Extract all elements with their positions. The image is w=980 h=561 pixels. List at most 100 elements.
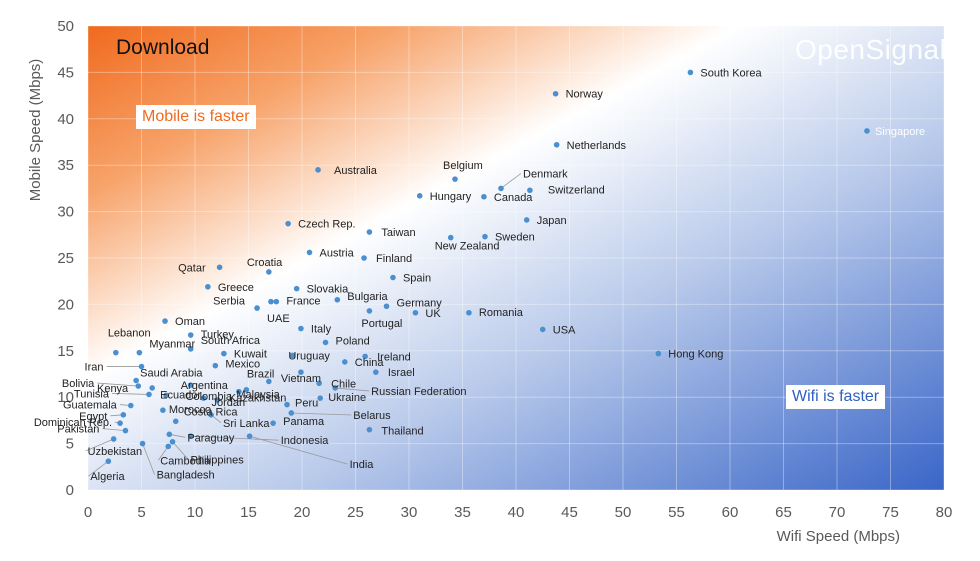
point-kenya	[149, 385, 155, 391]
label-italy: Italy	[311, 324, 332, 336]
x-axis-title: Wifi Speed (Mbps)	[777, 528, 900, 545]
leader-bangladesh	[142, 443, 155, 475]
point-cambodia	[165, 443, 172, 450]
leader-tunisia	[111, 393, 150, 395]
label-ecuador: Ecuador	[160, 389, 201, 401]
x-tick-label: 15	[240, 504, 257, 521]
label-new-zealand: New Zealand	[435, 241, 500, 253]
point-bulgaria	[334, 296, 341, 303]
leader-cambodia	[157, 446, 169, 461]
point-uae	[254, 305, 260, 311]
label-philippines: Philippines	[191, 455, 245, 467]
chart-title: Download	[116, 36, 210, 59]
point-kuwait	[221, 350, 227, 357]
point-paraguay	[166, 431, 173, 438]
label-belarus: Belarus	[353, 410, 391, 422]
y-tick-label: 25	[57, 250, 74, 267]
label-poland: Poland	[336, 335, 370, 347]
label-portugal: Portugal	[361, 318, 402, 330]
x-tick-label: 75	[882, 504, 899, 521]
label-bulgaria: Bulgaria	[347, 291, 388, 303]
x-tick-label: 70	[829, 504, 846, 521]
label-peru: Peru	[295, 398, 318, 410]
y-tick-label: 30	[57, 204, 74, 221]
x-tick-label: 10	[187, 504, 204, 521]
point-ireland	[362, 353, 368, 360]
point-uk	[412, 309, 419, 316]
label-kenya: Kenya	[97, 383, 129, 395]
point-israel	[373, 369, 379, 375]
mobile-faster-label: Mobile is faster	[136, 105, 256, 129]
x-tick-label: 5	[137, 504, 145, 521]
x-tick-label: 35	[454, 504, 471, 521]
leader-bolivia	[97, 382, 139, 387]
point-portugal	[366, 308, 373, 314]
y-axis-title: Mobile Speed (Mbps)	[27, 59, 44, 202]
label-bangladesh: Bangladesh	[157, 470, 215, 482]
point-sri-lanka	[208, 412, 214, 418]
point-belgium	[452, 176, 458, 182]
point-jordan	[214, 397, 221, 403]
label-dominican-rep: Dominican Rep.	[34, 417, 112, 429]
label-myanmar: Myanmar	[149, 339, 195, 351]
point-morocco	[160, 407, 166, 413]
label-saudi-arabia: Saudi Arabia	[140, 367, 203, 379]
point-hungary	[416, 193, 423, 199]
point-germany	[383, 303, 390, 310]
point-south-korea	[687, 69, 694, 76]
point-malaysia	[243, 386, 250, 393]
point-mexico	[212, 362, 219, 369]
point-new-zealand	[447, 234, 454, 241]
point-bangladesh	[139, 440, 146, 447]
leader-indonesia	[190, 435, 279, 441]
point-china	[342, 359, 348, 365]
label-sweden: Sweden	[495, 232, 535, 244]
point-finland	[361, 255, 367, 261]
label-colombia: Colombia	[186, 391, 233, 403]
label-france: France	[286, 296, 320, 308]
label-denmark: Denmark	[523, 168, 568, 180]
label-finland: Finland	[376, 253, 412, 265]
point-belarus	[288, 410, 295, 416]
label-cambodia: Cambodia	[160, 455, 211, 467]
y-tick-label: 35	[57, 157, 74, 174]
point-austria	[306, 249, 313, 256]
label-tunisia: Tunisia	[74, 388, 110, 400]
label-lebanon: Lebanon	[108, 328, 151, 340]
label-mexico: Mexico	[225, 359, 260, 371]
y-tick-label: 0	[66, 482, 74, 499]
label-croatia: Croatia	[247, 257, 283, 269]
leader-denmark	[500, 173, 522, 189]
label-chile: Chile	[331, 378, 356, 390]
point-saudi-arabia	[133, 377, 139, 384]
leader-lines	[85, 173, 522, 477]
label-south-africa: South Africa	[201, 335, 261, 347]
label-uruguay: Uruguay	[288, 350, 330, 362]
point-guatemala	[128, 402, 134, 409]
point-chile	[316, 380, 322, 387]
point-sweden	[482, 233, 488, 240]
label-uzbekistan: Uzbekistan	[88, 446, 142, 458]
label-oman: Oman	[175, 316, 205, 328]
label-uk: UK	[425, 308, 441, 320]
point-philippines	[169, 438, 176, 445]
leader-india	[249, 435, 348, 465]
label-qatar: Qatar	[178, 262, 206, 274]
leader-uzbekistan	[85, 438, 114, 452]
label-kazakhstan: Kazakhstan	[229, 393, 286, 405]
point-canada	[481, 193, 487, 200]
leader-algeria	[88, 460, 109, 477]
label-hungary: Hungary	[430, 191, 472, 203]
point-norway	[552, 90, 559, 97]
label-belgium: Belgium	[443, 160, 483, 172]
data-points	[105, 69, 870, 465]
y-tick-label: 20	[57, 296, 74, 313]
x-tick-label: 55	[668, 504, 685, 521]
x-tick-label: 30	[401, 504, 418, 521]
point-vietnam	[298, 369, 304, 375]
point-costa-rica	[172, 418, 179, 425]
point-tunisia	[146, 391, 152, 398]
label-algeria: Algeria	[90, 471, 125, 483]
label-brazil: Brazil	[247, 368, 275, 380]
point-oman	[162, 318, 168, 324]
